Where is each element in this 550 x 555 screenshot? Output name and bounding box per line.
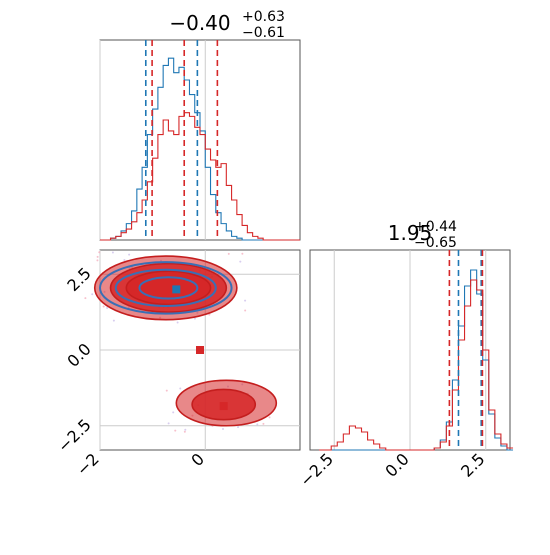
- scatter-sample-point: [174, 429, 177, 432]
- hist-x-title-minus: −0.61: [242, 25, 285, 41]
- scatter-sample-point: [96, 259, 99, 262]
- scatter-sample-point: [221, 427, 224, 430]
- scatter-sample-point: [84, 297, 87, 300]
- scatter-sample-point: [184, 428, 187, 431]
- scatter-sample-point: [227, 252, 230, 255]
- scatter-sample-point: [106, 306, 109, 309]
- scatter-sample-point: [237, 426, 240, 429]
- scatter-sample-point: [244, 299, 247, 302]
- scatter-panel: −2 0 −2.50.02.5: [54, 249, 301, 480]
- scatter-sample-point: [239, 260, 242, 263]
- scatter-sample-point: [111, 251, 114, 254]
- scatter-sample-point: [98, 251, 101, 254]
- hist-y-tick-label: 2.5: [457, 449, 488, 480]
- scatter-x-tick-label: −2: [73, 449, 103, 479]
- scatter-sample-point: [193, 317, 196, 320]
- scatter-sample-point: [241, 252, 244, 255]
- scatter-sample-point: [179, 387, 182, 390]
- hist-x-title-value: −0.40: [169, 11, 230, 35]
- contour-series-b: [114, 268, 217, 308]
- scatter-y-tick-label: 0.0: [63, 339, 94, 370]
- scatter-sample-point: [165, 389, 168, 392]
- scatter-sample-point: [256, 423, 259, 426]
- scatter-sample-point: [128, 253, 131, 256]
- scatter-sample-point: [91, 293, 94, 296]
- scatter-sample-point: [262, 422, 265, 425]
- scatter-sample-point: [176, 321, 179, 324]
- scatter-sample-point: [167, 422, 170, 425]
- scatter-sample-point: [268, 416, 271, 419]
- scatter-marker: [196, 346, 204, 354]
- contour-series-b: [138, 276, 199, 300]
- scatter-y-tick-label: 2.5: [63, 264, 94, 295]
- hist-x-title-plus: +0.63: [242, 9, 285, 25]
- scatter-x-tick-label: 0: [187, 449, 208, 470]
- scatter-sample-point: [208, 313, 211, 316]
- contour-series-b: [99, 261, 233, 315]
- scatter-sample-point: [102, 305, 105, 308]
- hist-y-panel: 1.95 +0.44 −0.65 −2.5 0.0 2.5: [296, 219, 514, 490]
- hist-y-title-plus: +0.44: [414, 219, 457, 235]
- hist-x-panel: −0.40 +0.63 −0.61: [99, 9, 301, 241]
- scatter-sample-point: [172, 411, 175, 414]
- hist-y-title-value: 1.95: [388, 221, 433, 245]
- hist-y-tick-label: 0.0: [381, 449, 412, 480]
- scatter-marker: [172, 285, 181, 294]
- hist-y-tick-label: −2.5: [296, 449, 337, 490]
- hist-y-title: 1.95: [388, 221, 433, 245]
- scatter-sample-point: [123, 258, 126, 261]
- scatter-sample-point: [244, 309, 247, 312]
- scatter-sample-point: [112, 319, 115, 322]
- hist-x-series-b: [100, 57, 300, 241]
- scatter-marker: [219, 402, 228, 411]
- hist-y-title-minus: −0.65: [414, 235, 457, 251]
- hist-x-series-a: [100, 112, 300, 241]
- scatter-sample-point: [96, 255, 99, 258]
- scatter-sample-point: [183, 430, 186, 433]
- hist-x-title: −0.40: [169, 11, 230, 35]
